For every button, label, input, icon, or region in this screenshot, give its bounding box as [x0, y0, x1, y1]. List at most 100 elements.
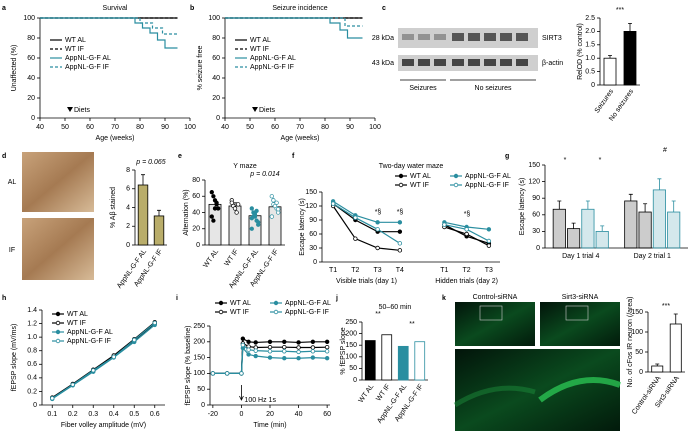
bar: [667, 211, 681, 249]
y-axis-label: % seizure free: [197, 46, 204, 91]
panel-letter: g: [505, 153, 509, 160]
data-point: [486, 243, 492, 248]
y-tick-label: 0: [353, 377, 357, 384]
data-point: [210, 371, 216, 376]
data-point: [236, 202, 241, 207]
data-point: [234, 210, 239, 215]
image-label: 43 kDa: [372, 60, 394, 67]
chart-title: 50–60 min: [379, 304, 412, 311]
data-point: [224, 371, 230, 376]
inset-box: [479, 305, 503, 321]
y-tick-label: 200: [345, 330, 357, 337]
annotation: *: [564, 157, 567, 164]
data-point: [296, 345, 301, 350]
legend-marker: [273, 300, 279, 306]
legend-marker: [453, 182, 459, 188]
legend-label: WT AL: [230, 300, 251, 307]
y-tick-label: 0.2: [27, 388, 37, 395]
data-point: [50, 396, 55, 401]
x-tick-label: 40: [36, 124, 44, 131]
group-label: Hidden trials (day 2): [435, 278, 498, 285]
y-axis-label: Alternation (%): [183, 189, 190, 235]
x-tick-label: T3: [485, 267, 493, 274]
bar: [669, 323, 682, 373]
x-tick-label: 70: [296, 124, 304, 131]
y-tick-label: 150: [631, 309, 643, 316]
y-tick-label: 0: [196, 242, 200, 249]
data-point: [486, 227, 492, 232]
annotation: ***: [616, 7, 624, 14]
image-label: IF: [9, 247, 15, 254]
y-tick-label: 60: [309, 231, 317, 238]
data-point: [249, 206, 254, 211]
legend-label: AppNL-G-F AL: [67, 329, 113, 336]
y-tick-label: 1.4: [27, 307, 37, 314]
y-axis-label: fEPSP slope (mV/ms): [11, 324, 18, 392]
data-point: [240, 342, 246, 348]
image-label: No seizures: [475, 85, 512, 92]
data-point: [296, 340, 301, 345]
data-point: [330, 201, 336, 206]
data-point: [282, 356, 287, 361]
y-tick-label: 2.0: [585, 28, 595, 35]
x-tick-label: 20: [266, 411, 274, 418]
data-point: [282, 349, 287, 354]
blot-bands: [402, 33, 528, 41]
data-point: [375, 227, 380, 232]
y-tick-label: 50: [349, 365, 357, 372]
x-tick-label: WT AL: [202, 248, 220, 269]
micrograph: [455, 349, 620, 431]
data-point: [209, 214, 214, 219]
y-tick-label: 150: [305, 189, 317, 196]
y-tick-label: 0.8: [27, 348, 37, 355]
legend-label: AppNL-G-F AL: [250, 55, 296, 62]
panel-letter: d: [2, 153, 6, 160]
y-axis-label: RelOD (% control): [577, 23, 584, 80]
x-tick-label: Seizures: [594, 88, 616, 115]
error-bar: [655, 363, 660, 366]
y-tick-label: 100: [208, 15, 220, 22]
y-axis-label: % fEPSP slope: [340, 327, 347, 374]
legend-marker: [398, 173, 404, 179]
error-bar: [571, 222, 576, 229]
y-tick-label: 100: [345, 354, 357, 361]
y-tick-label: 30: [309, 245, 317, 252]
error-bar: [600, 225, 605, 232]
data-point: [211, 218, 216, 223]
y-tick-label: 150: [193, 354, 205, 361]
data-point: [282, 339, 287, 344]
series-line: [40, 17, 178, 49]
x-axis-label: Time (min): [253, 422, 286, 429]
panel-letter: k: [442, 295, 446, 302]
x-tick-label: 80: [136, 124, 144, 131]
series-line: [40, 17, 178, 35]
y-tick-label: 0: [126, 242, 130, 249]
y-tick-label: 20: [192, 226, 200, 233]
bar: [567, 228, 581, 249]
legend-marker: [453, 173, 459, 179]
data-point: [254, 208, 259, 214]
x-tick-label: 0.2: [68, 411, 78, 418]
annotation: Diets: [259, 107, 275, 114]
legend-marker: [55, 320, 61, 326]
annotation: *§: [375, 209, 382, 216]
error-bar: [643, 203, 648, 213]
data-point: [324, 339, 330, 344]
y-tick-label: 150: [528, 162, 540, 169]
annotation: **: [409, 321, 415, 328]
y-tick-label: 20: [212, 95, 220, 102]
legend-label: AppNL-G-F AL: [65, 55, 111, 62]
y-axis-label: fEPSP slope (% baseline): [185, 325, 192, 405]
x-tick-label: 0.5: [129, 411, 139, 418]
y-tick-label: 0.6: [27, 361, 37, 368]
legend-label: WT IF: [65, 46, 84, 53]
y-tick-label: 200: [193, 339, 205, 346]
data-point: [353, 236, 358, 241]
y-tick-label: 100: [193, 370, 205, 377]
x-tick-label: 0.4: [109, 411, 119, 418]
fluorescent-band: [538, 377, 622, 403]
data-point: [267, 344, 273, 350]
data-point: [70, 382, 75, 387]
error-bar: [657, 178, 662, 190]
